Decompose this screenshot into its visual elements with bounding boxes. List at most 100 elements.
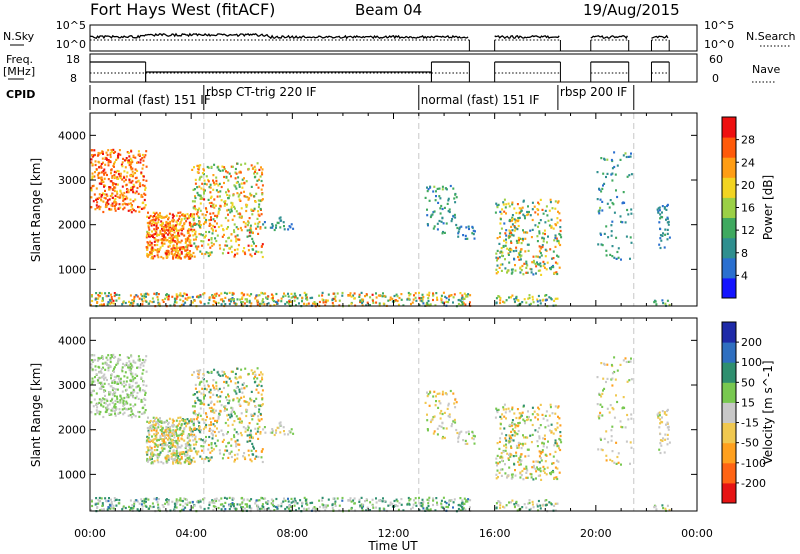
rti-cell (204, 394, 206, 397)
rti-cell (207, 254, 210, 258)
rti-cell (155, 293, 158, 296)
rti-cell (497, 295, 500, 298)
colorbar-swatch (722, 137, 736, 158)
rti-cell (98, 182, 101, 185)
rti-cell (154, 230, 157, 233)
rti-cell (610, 230, 613, 233)
rti-cell (232, 292, 235, 295)
rti-cell (113, 497, 116, 500)
rti-cell (113, 173, 116, 177)
rti-cell (179, 433, 182, 436)
rti-cell (455, 223, 458, 227)
rti-cell (165, 214, 168, 217)
rti-cell (465, 431, 468, 434)
rti-cell (109, 365, 112, 368)
rti-cell (193, 207, 196, 210)
rti-cell (661, 234, 664, 237)
rti-cell (127, 396, 130, 399)
rti-cell (162, 235, 165, 238)
rti-cell (435, 400, 437, 403)
rti-cell (212, 179, 214, 182)
rti-cell (398, 501, 401, 505)
rti-cell (223, 166, 226, 169)
rti-cell (503, 403, 506, 406)
rti-cell (432, 499, 435, 502)
rti-cell (132, 359, 135, 362)
rti-cell (145, 384, 148, 387)
rti-cell (523, 467, 526, 470)
rti-cell (628, 174, 631, 177)
rti-cell (114, 197, 117, 201)
rti-cell (495, 502, 498, 505)
rti-cell (610, 363, 613, 367)
rti-cell (266, 502, 269, 505)
rti-cell (264, 292, 267, 295)
rti-cell (106, 194, 109, 197)
rti-cell (558, 242, 560, 245)
rti-cell (171, 500, 174, 503)
rti-cell (496, 442, 499, 445)
rti-cell (194, 387, 197, 390)
rti-cell (131, 207, 134, 210)
rti-cell (349, 292, 352, 295)
rti-cell (504, 258, 506, 261)
rti-cell (161, 439, 164, 442)
rti-cell (129, 362, 132, 365)
rti-cell (611, 460, 614, 463)
rti-cell (255, 294, 258, 297)
rti-cell (542, 240, 545, 243)
rti-cell (100, 171, 103, 174)
rti-cell (293, 501, 296, 504)
rti-cell (209, 458, 212, 461)
rti-cell (154, 238, 157, 241)
rti-cell (172, 462, 175, 465)
rti-cell (204, 426, 207, 429)
rti-cell (193, 255, 196, 258)
rti-cell (227, 237, 230, 240)
rti-cell (181, 247, 184, 250)
rti-cell (218, 294, 221, 297)
rti-cell (186, 418, 189, 421)
rti-cell (223, 372, 226, 376)
rti-cell (180, 432, 183, 435)
rti-cell (179, 497, 182, 500)
rti-cell (324, 304, 327, 307)
rti-cell (435, 292, 438, 295)
rti-cell (235, 240, 238, 243)
rti-cell (203, 198, 206, 201)
rti-cell (160, 255, 163, 259)
rti-cell (218, 387, 221, 390)
rti-cell (371, 293, 374, 296)
rti-cell (120, 368, 123, 371)
rti-cell (90, 401, 93, 404)
rti-cell (95, 292, 98, 295)
rti-cell (526, 264, 529, 267)
rti-cell (122, 399, 125, 402)
rti-cell (498, 447, 501, 450)
rti-cell (165, 454, 168, 458)
rti-cell (515, 424, 518, 427)
rti-cell (233, 223, 236, 226)
rti-cell (504, 232, 507, 235)
rti-cell (406, 298, 409, 301)
rti-cell (296, 502, 299, 505)
rti-cell (224, 303, 227, 306)
rti-cell (175, 502, 178, 505)
rti-cell (126, 356, 129, 359)
rti-cell (179, 416, 182, 419)
rti-cell (243, 400, 246, 403)
rti-cell (174, 253, 176, 256)
rti-cell (107, 506, 110, 509)
rti-cell (527, 502, 530, 505)
rti-cell (382, 507, 385, 510)
rti-cell (175, 226, 177, 229)
rti-cell (497, 476, 499, 479)
rti-cell (520, 459, 523, 462)
rti-cell (122, 362, 125, 365)
rti-cell (176, 223, 179, 226)
rti-cell (237, 417, 240, 420)
rti-cell (194, 182, 197, 185)
rti-cell (230, 210, 233, 213)
rti-cell (105, 193, 108, 196)
rti-cell (158, 438, 160, 442)
